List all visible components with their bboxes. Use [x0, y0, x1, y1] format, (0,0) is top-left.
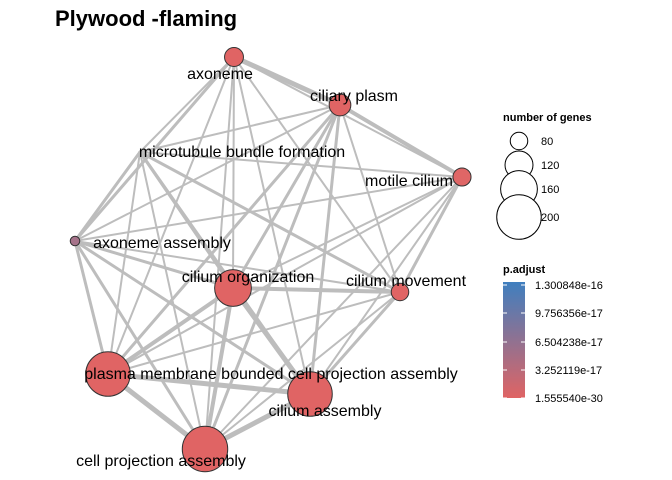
node-motile_cilium[interactable] [452, 167, 472, 187]
color-legend-label: 6.504238e-17 [535, 337, 603, 349]
size-legend-label-80: 80 [541, 136, 553, 148]
edge-axoneme-cilium_movement [233, 56, 401, 293]
node-label-cell_projection_assembly: cell projection assembly [76, 453, 246, 470]
edge-microtubule_bundle_formation-motile_cilium [139, 151, 463, 178]
node-cilium_assembly[interactable] [287, 371, 333, 417]
node-label-microtubule_bundle_formation: microtubule bundle formation [139, 144, 345, 161]
edge-ciliary_plasm-cilium_movement [339, 104, 401, 293]
node-label-ciliary_plasm: ciliary plasm [310, 88, 398, 105]
node-plasma_membrane_bounded_cell_projection_assembly[interactable] [85, 351, 131, 397]
edge-cilium_organization-cell_projection_assembly [203, 286, 235, 451]
edge-motile_cilium-cell_projection_assembly [204, 176, 463, 450]
edge-ciliary_plasm-cell_projection_assembly [203, 103, 342, 451]
edge-ciliary_plasm-microtubule_bundle_formation [139, 104, 341, 153]
color-legend-label: 3.252119e-17 [535, 365, 602, 377]
node-axoneme[interactable] [224, 47, 244, 67]
edge-microtubule_bundle_formation-plasma_membrane_bounded_cell_projection_assembly [107, 151, 141, 375]
edge-ciliary_plasm-motile_cilium [338, 103, 464, 179]
node-label-cilium_organization: cilium organization [182, 269, 315, 286]
node-label-axoneme_assembly: axoneme assembly [93, 235, 231, 252]
node-ciliary_plasm[interactable] [328, 93, 352, 117]
edge-cilium_movement-cell_projection_assembly [204, 291, 401, 450]
edge-motile_cilium-cilium_assembly [309, 176, 463, 395]
node-cell_projection_assembly[interactable] [181, 425, 229, 473]
edge-cilium_organization-plasma_membrane_bounded_cell_projection_assembly [106, 286, 235, 376]
edge-axoneme-microtubule_bundle_formation [139, 56, 235, 153]
edge-microtubule_bundle_formation-cilium_movement [138, 150, 402, 294]
color-legend-label: 9.756356e-17 [535, 308, 603, 320]
edge-axoneme-cilium_assembly [233, 56, 311, 395]
edge-microtubule_bundle_formation-axoneme_assembly [73, 150, 142, 243]
plot-title: Plywood -flaming [55, 6, 237, 31]
edge-axoneme-motile_cilium [233, 56, 463, 178]
edge-axoneme_assembly-plasma_membrane_bounded_cell_projection_assembly [73, 239, 110, 376]
edge-plasma_membrane_bounded_cell_projection_assembly-cilium_assembly [105, 371, 313, 397]
color-legend-bar [503, 282, 525, 398]
size-legend-label-200: 200 [541, 212, 559, 224]
edge-ciliary_plasm-axoneme_assembly [74, 104, 341, 242]
edge-cilium_organization-cilium_movement [231, 286, 402, 294]
size-legend-circle-200 [496, 194, 542, 240]
edge-ciliary_plasm-cilium_organization [231, 103, 342, 290]
node-cilium_movement[interactable] [390, 282, 410, 302]
color-legend-label: 1.300848e-16 [535, 280, 603, 292]
edge-motile_cilium-cilium_movement [398, 175, 464, 294]
edge-motile_cilium-plasma_membrane_bounded_cell_projection_assembly [107, 176, 463, 375]
edge-axoneme_assembly-cilium_movement [74, 240, 401, 293]
node-layer [69, 47, 472, 473]
edge-motile_cilium-axoneme_assembly [74, 176, 463, 242]
color-legend-label: 1.555540e-30 [535, 393, 603, 405]
size-legend-label-120: 120 [541, 160, 559, 172]
label-layer: axoneme ciliary plasm microtubule bundle f… [76, 66, 467, 470]
edge-layer [73, 54, 464, 452]
edge-axoneme_assembly-cell_projection_assembly [73, 239, 207, 451]
color-legend: p.adjust 1.300848e-16 9.756356e-17 6.50423… [503, 264, 603, 405]
edge-motile_cilium-cilium_organization [232, 176, 463, 289]
edge-axoneme-plasma_membrane_bounded_cell_projection_assembly [107, 56, 235, 375]
node-label-cilium_movement: cilium movement [346, 273, 467, 290]
node-axoneme_assembly[interactable] [69, 235, 81, 247]
edge-ciliary_plasm-plasma_membrane_bounded_cell_projection_assembly [106, 103, 342, 376]
node-cilium_organization[interactable] [214, 269, 252, 307]
edge-axoneme_assembly-cilium_organization [73, 239, 235, 290]
edge-ciliary_plasm-cilium_assembly [308, 103, 342, 396]
edge-microtubule_bundle_formation-cell_projection_assembly [139, 151, 206, 450]
edge-axoneme-cilium_organization [232, 56, 235, 289]
size-legend: number of genes 80 120 160 200 [496, 112, 592, 240]
size-legend-label-160: 160 [541, 184, 559, 196]
node-label-axoneme: axoneme [187, 66, 253, 83]
color-legend-title: p.adjust [503, 264, 546, 276]
edge-axoneme-ciliary_plasm [231, 54, 343, 108]
node-label-motile_cilium: motile cilium [365, 173, 453, 190]
edge-cilium_movement-plasma_membrane_bounded_cell_projection_assembly [107, 291, 401, 375]
node-label-plasma_membrane_bounded_cell_projection_assembly: plasma membrane bounded cell projection … [84, 366, 458, 383]
size-legend-circle-80 [509, 131, 529, 151]
node-label-cilium_assembly: cilium assembly [269, 403, 382, 420]
size-legend-title: number of genes [503, 112, 592, 124]
